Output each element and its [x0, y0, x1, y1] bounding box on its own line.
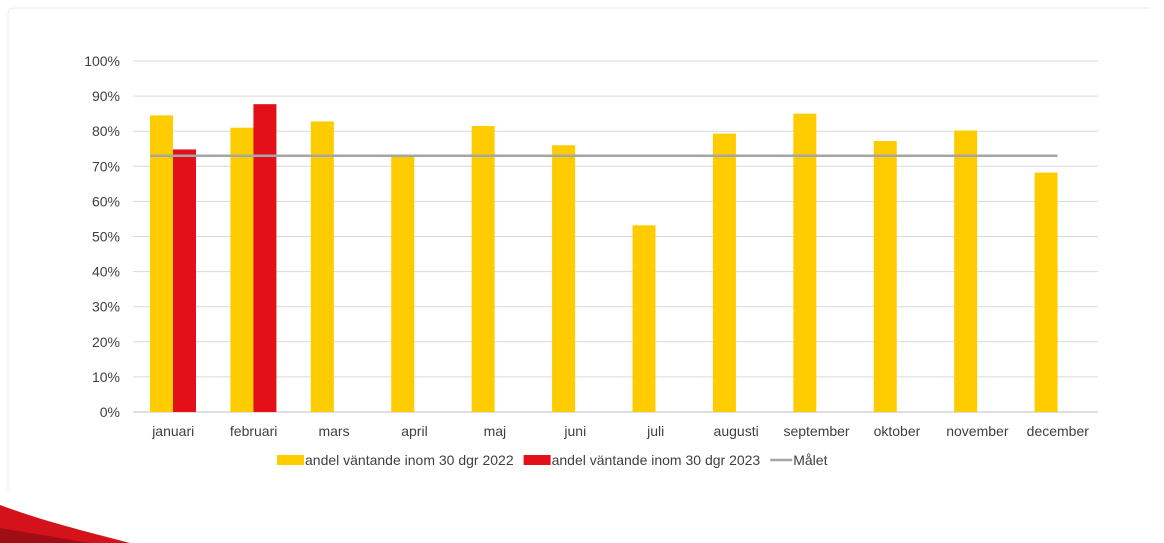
y-tick-label: 0% [100, 404, 120, 420]
x-tick-label: november [946, 423, 1009, 439]
legend-swatch [277, 455, 304, 465]
decorative-swoosh-shade [0, 528, 90, 543]
chart-frame-border [7, 7, 1150, 490]
bar-2023-januari [173, 149, 196, 412]
gridlines [133, 60, 1098, 413]
x-axis: januari februari mars april maj juni juli augus… [151, 423, 1089, 439]
legend-label: andel väntande inom 30 dgr 2023 [552, 452, 761, 468]
y-tick-label: 10% [92, 369, 120, 385]
y-tick-label: 50% [92, 229, 120, 245]
x-tick-label: maj [484, 423, 507, 439]
bar-2022-november [954, 130, 978, 413]
y-tick-label: 90% [92, 88, 120, 104]
bar-2022-februari [230, 127, 254, 412]
bar-2022-mars [310, 121, 334, 412]
x-tick-label: april [401, 423, 427, 439]
x-tick-label: januari [151, 423, 194, 439]
y-tick-label: 20% [92, 334, 120, 350]
bars [150, 104, 1058, 413]
bar-2022-januari [150, 115, 173, 412]
y-tick-label: 60% [92, 193, 120, 209]
x-tick-label: juni [563, 423, 586, 439]
bar-2022-april [391, 155, 415, 412]
y-tick-label: 80% [92, 123, 120, 139]
bar-2022-oktober [873, 141, 897, 412]
x-tick-label: augusti [714, 423, 759, 439]
x-tick-label: december [1027, 423, 1090, 439]
bar-2022-juli [632, 225, 656, 412]
bar-2022-september [793, 113, 817, 413]
y-tick-label: 70% [92, 158, 120, 174]
x-tick-label: juli [646, 423, 664, 439]
legend-label: Målet [793, 452, 827, 468]
legend-swatch [523, 455, 551, 465]
x-tick-label: mars [318, 423, 349, 439]
x-tick-label: oktober [874, 423, 921, 439]
y-tick-label: 30% [92, 299, 120, 315]
bar-2022-maj [471, 125, 495, 412]
y-tick-label: 100% [84, 53, 120, 69]
x-tick-label: februari [230, 423, 277, 439]
legend: andel väntande inom 30 dgr 2022 andel vän… [277, 452, 828, 468]
bar-2023-februari [253, 104, 277, 412]
bar-2022-december [1034, 172, 1058, 412]
bar-2022-juni [552, 145, 576, 413]
legend-label: andel väntande inom 30 dgr 2022 [305, 452, 514, 468]
x-tick-label: september [783, 423, 849, 439]
y-tick-label: 40% [92, 264, 120, 280]
bar-2022-augusti [712, 133, 736, 413]
y-axis: 0% 10% 20% 30% 40% 50% 60% 70% 80% 90% 100% [84, 53, 120, 420]
